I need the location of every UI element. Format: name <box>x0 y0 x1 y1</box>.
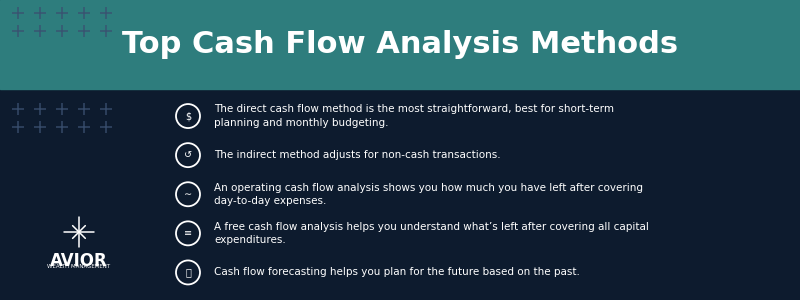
Bar <box>0 0 800 88</box>
Text: The direct cash flow method is the most straightforward, best for short-term
pla: The direct cash flow method is the most … <box>214 104 614 128</box>
Text: The indirect method adjusts for non-cash transactions.: The indirect method adjusts for non-cash… <box>214 150 501 160</box>
Text: ∼: ∼ <box>184 189 192 199</box>
Text: ↺: ↺ <box>184 150 192 160</box>
Text: $: $ <box>185 111 191 121</box>
Text: An operating cash flow analysis shows you how much you have left after covering
: An operating cash flow analysis shows yo… <box>214 183 643 206</box>
Text: WEALTH MANAGEMENT: WEALTH MANAGEMENT <box>47 264 110 269</box>
Text: Top Cash Flow Analysis Methods: Top Cash Flow Analysis Methods <box>122 30 678 59</box>
Text: ≡: ≡ <box>184 228 192 238</box>
Text: ⌛: ⌛ <box>185 268 191 278</box>
Text: Cash flow forecasting helps you plan for the future based on the past.: Cash flow forecasting helps you plan for… <box>214 268 580 278</box>
Text: A free cash flow analysis helps you understand what’s left after covering all ca: A free cash flow analysis helps you unde… <box>214 222 649 245</box>
Text: AVIOR: AVIOR <box>50 252 108 270</box>
